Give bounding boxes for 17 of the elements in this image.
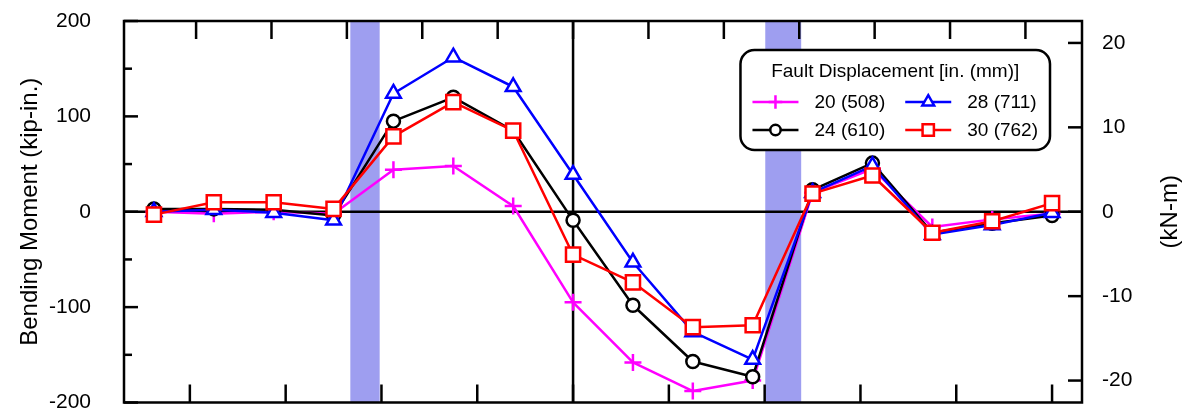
legend-label: 24 (610)	[814, 119, 886, 141]
y-tick-label: -100	[48, 293, 91, 317]
y-tick-label: 0	[79, 198, 91, 222]
y2-tick-label: -20	[1102, 367, 1133, 391]
y2-tick-label: -10	[1102, 282, 1133, 306]
legend-label: 20 (508)	[814, 91, 886, 113]
legend-label: 30 (762)	[967, 119, 1039, 141]
legend-label: 28 (711)	[967, 91, 1037, 113]
y-axis-title: Bending Moment (kip-in.)	[14, 77, 42, 346]
y2-tick-label: 0	[1102, 198, 1114, 222]
y-tick-label: 100	[55, 103, 91, 127]
y-tick-label: -200	[48, 389, 91, 413]
y2-tick-label: 20	[1102, 29, 1126, 53]
y2-tick-label: 10	[1102, 114, 1126, 138]
legend-title: Fault Displacement [in. (mm)]	[771, 60, 1020, 82]
y-tick-label: 200	[55, 7, 91, 31]
y2-axis-title: (kN-m)	[1154, 175, 1182, 249]
